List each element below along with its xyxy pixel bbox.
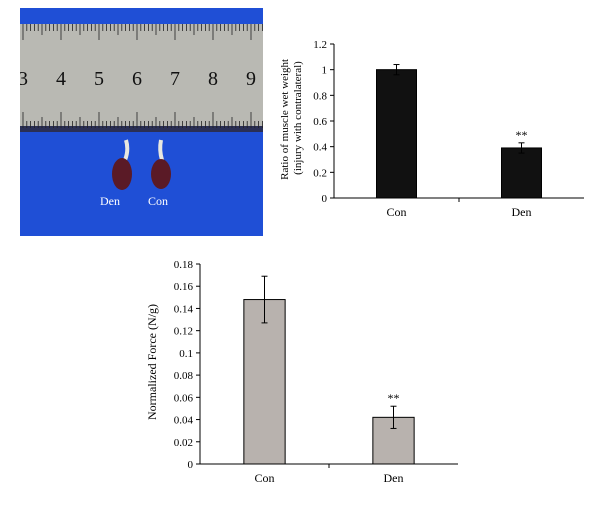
y-tick-label: 0 bbox=[322, 193, 328, 205]
y-tick-label: 0.6 bbox=[313, 116, 327, 128]
y-tick-label: 0.02 bbox=[174, 437, 193, 449]
svg-text:Ratio of muscle wet weight: Ratio of muscle wet weight (injury with … bbox=[279, 56, 304, 180]
y-tick-label: 0.4 bbox=[313, 142, 327, 154]
sample-label-con: Con bbox=[148, 194, 168, 208]
x-tick-label: Con bbox=[386, 205, 406, 219]
y-tick-label: 0.18 bbox=[174, 259, 194, 271]
ruler-numbers: 3 4 5 6 7 8 9 bbox=[20, 68, 256, 90]
bar bbox=[501, 147, 542, 199]
y-axis-label-line-1: Ratio of muscle wet weight bbox=[279, 59, 291, 180]
muscle-specimen-den bbox=[112, 139, 132, 190]
ruler-ticks bbox=[22, 24, 263, 128]
ruler-shadow bbox=[20, 126, 263, 132]
y-tick-label: 1.2 bbox=[313, 39, 327, 51]
y-axis-label: Ratio of muscle wet weight (injury with … bbox=[279, 56, 304, 180]
muscle-weight-ratio-chart: Ratio of muscle wet weight (injury with … bbox=[279, 39, 584, 219]
ruler bbox=[20, 24, 263, 129]
ruler-number: 4 bbox=[56, 68, 66, 90]
significance-marker: ** bbox=[388, 391, 400, 405]
y-tick-label: 1 bbox=[322, 65, 328, 77]
y-tick-label: 0.1 bbox=[179, 348, 193, 360]
y-tick-label: 0.2 bbox=[313, 167, 327, 179]
x-tick-label: Con bbox=[254, 471, 274, 485]
normalized-force-chart: Normalized Force (N/g) 0 0.02 0.04 0.06 0.08… bbox=[145, 259, 458, 485]
y-tick-label: 0.08 bbox=[174, 370, 194, 382]
bar bbox=[243, 299, 286, 465]
significance-marker: ** bbox=[516, 128, 528, 142]
y-tick-label: 0.14 bbox=[174, 303, 194, 315]
bar bbox=[376, 69, 417, 199]
y-axis-label: Normalized Force (N/g) bbox=[145, 304, 159, 420]
ruler-number: 6 bbox=[132, 68, 142, 90]
specimen-photo: 3 4 5 6 7 8 9 Den Con bbox=[20, 8, 263, 236]
y-tick-label: 0.16 bbox=[174, 281, 194, 293]
plot-area: 0 0.02 0.04 0.06 0.08 0.1 0.12 0.14 0.16 0.18 Con *… bbox=[174, 259, 458, 485]
y-tick-label: 0.8 bbox=[313, 90, 327, 102]
muscle-specimen-con bbox=[151, 139, 171, 189]
sample-label-den: Den bbox=[100, 194, 120, 208]
y-axis-label-line-2: (injury with contralateral) bbox=[292, 61, 304, 175]
y-tick-label: 0.04 bbox=[174, 415, 194, 427]
ruler-number: 5 bbox=[94, 68, 104, 90]
ruler-number: 7 bbox=[170, 68, 180, 90]
ruler-number: 9 bbox=[246, 68, 256, 90]
y-tick-label: 0 bbox=[188, 459, 194, 471]
x-tick-label: Den bbox=[384, 471, 404, 485]
y-tick-label: 0.12 bbox=[174, 326, 193, 338]
x-tick-label: Den bbox=[512, 205, 532, 219]
plot-area: 0 0.2 0.4 0.6 0.8 1 1.2 Con ** Den bbox=[313, 39, 584, 219]
y-tick-label: 0.06 bbox=[174, 392, 194, 404]
ruler-number: 8 bbox=[208, 68, 218, 90]
ruler-number: 3 bbox=[20, 68, 28, 90]
